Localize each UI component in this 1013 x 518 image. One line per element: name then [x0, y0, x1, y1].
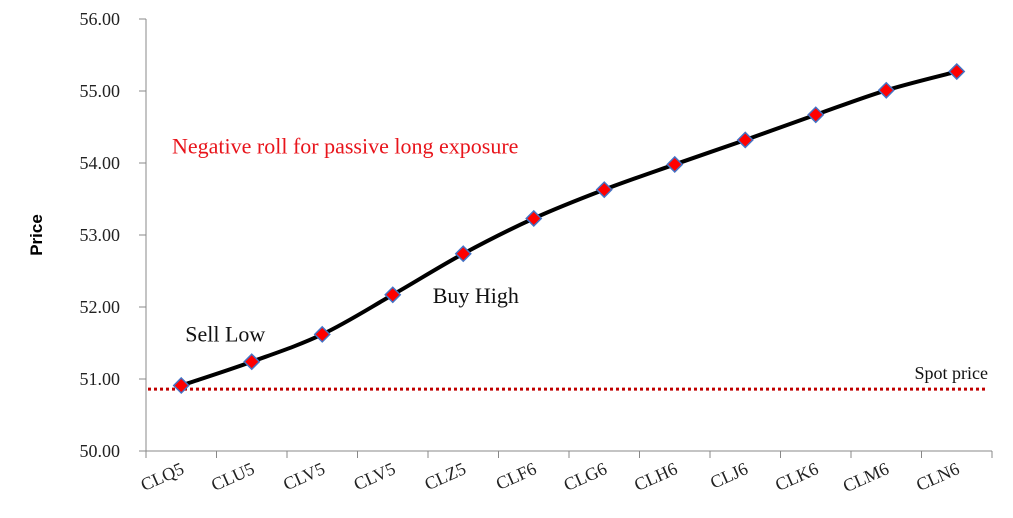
data-point-marker	[243, 353, 261, 371]
x-tick-label: CLV5	[280, 458, 328, 494]
x-tick-label: CLN6	[913, 458, 962, 495]
annotation-buy-high: Buy High	[433, 283, 519, 308]
x-tick-label: CLH6	[631, 458, 680, 495]
data-point-marker	[666, 155, 684, 174]
y-axis-ticks: 50.00 51.00 52.00 53.00 54.00 55.00 56.00	[80, 9, 146, 461]
y-tick-label: 52.00	[80, 297, 121, 317]
data-point-marker	[384, 286, 402, 304]
annotation-negative-roll: Negative roll for passive long exposure	[172, 133, 518, 158]
x-tick-label: CLK6	[772, 458, 821, 495]
x-tick-label: CLG6	[561, 458, 610, 495]
axes	[145, 19, 992, 452]
data-point-marker	[736, 131, 754, 149]
y-tick-label: 50.00	[80, 441, 121, 461]
x-tick-label: CLF6	[493, 458, 540, 493]
x-tick-label: CLV5	[351, 458, 399, 494]
series-line-futures-curve	[179, 69, 959, 388]
x-tick-label: CLQ5	[138, 458, 187, 495]
x-tick-label: CLU5	[208, 458, 257, 495]
y-tick-label: 55.00	[80, 81, 121, 101]
x-tick-label: CLM6	[840, 458, 892, 496]
x-tick-label: CLJ6	[707, 458, 751, 492]
x-tick-label: CLZ5	[421, 458, 468, 494]
x-axis-ticks: CLQ5 CLU5 CLV5 CLV5 CLZ5 CLF6 CLG6 CLH6 CLJ6 CLK6…	[138, 451, 993, 496]
annotation-sell-low: Sell Low	[185, 321, 265, 346]
y-tick-label: 53.00	[80, 225, 121, 245]
data-point-marker	[172, 376, 190, 395]
y-tick-label: 54.00	[80, 153, 121, 173]
spot-price-label: Spot price	[915, 363, 989, 383]
y-axis-title: Price	[27, 214, 46, 256]
data-point-marker	[525, 209, 543, 228]
data-point-marker	[877, 81, 895, 99]
data-point-marker	[454, 245, 472, 263]
data-point-markers	[172, 62, 966, 395]
data-point-marker	[948, 62, 966, 81]
y-tick-label: 56.00	[80, 9, 121, 29]
data-point-marker	[595, 181, 613, 199]
data-point-marker	[807, 106, 825, 124]
data-point-marker	[313, 325, 331, 343]
y-tick-label: 51.00	[80, 369, 121, 389]
